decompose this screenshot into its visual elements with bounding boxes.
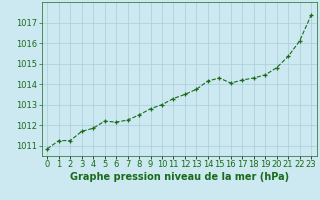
X-axis label: Graphe pression niveau de la mer (hPa): Graphe pression niveau de la mer (hPa) [70,172,289,182]
